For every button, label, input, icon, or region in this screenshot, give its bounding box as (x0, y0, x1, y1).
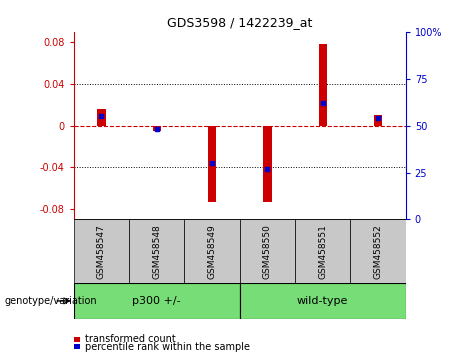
Bar (74, 283, 240, 319)
Text: GSM458548: GSM458548 (152, 224, 161, 279)
Text: GSM458547: GSM458547 (97, 224, 106, 279)
Text: percentile rank within the sample: percentile rank within the sample (85, 342, 250, 352)
Text: wild-type: wild-type (297, 296, 349, 306)
Bar (263, 126, 272, 202)
Bar (208, 126, 216, 202)
Bar (97, 109, 106, 126)
Text: GSM458552: GSM458552 (373, 224, 383, 279)
Text: GSM458551: GSM458551 (318, 224, 327, 279)
Text: GSM458549: GSM458549 (207, 224, 217, 279)
Point (374, 115, 382, 121)
Bar (374, 115, 382, 126)
Bar (153, 126, 161, 131)
Bar (129, 219, 184, 283)
Point (319, 100, 326, 106)
Text: GSM458550: GSM458550 (263, 224, 272, 279)
Title: GDS3598 / 1422239_at: GDS3598 / 1422239_at (167, 16, 313, 29)
Point (208, 160, 216, 166)
Bar (240, 283, 406, 319)
Text: transformed count: transformed count (85, 335, 176, 344)
Point (153, 127, 160, 132)
Bar (240, 219, 295, 283)
Bar (319, 44, 327, 126)
Bar (350, 219, 406, 283)
Bar (295, 219, 350, 283)
Point (98, 113, 105, 119)
Point (264, 166, 271, 172)
Bar (74, 219, 129, 283)
Bar (184, 219, 240, 283)
Text: genotype/variation: genotype/variation (5, 296, 97, 306)
Text: p300 +/-: p300 +/- (132, 296, 181, 306)
